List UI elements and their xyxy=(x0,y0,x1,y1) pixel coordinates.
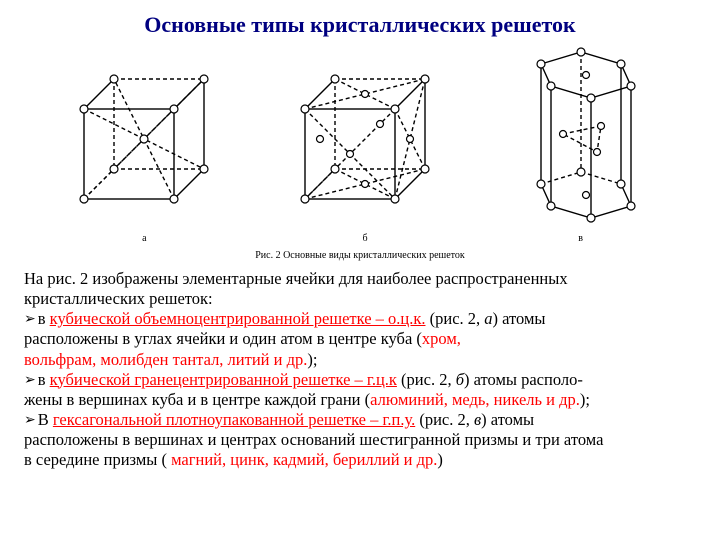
figure-v: в xyxy=(501,34,661,244)
body-text: На рис. 2 изображены элементарные ячейки… xyxy=(24,269,696,470)
bullet-3-line-3: в середине призмы ( магний, цинк, кадмий… xyxy=(24,450,696,470)
figure-a: а xyxy=(59,59,229,244)
figure-b: б xyxy=(280,59,450,244)
bullet-arrow-icon: ➢ xyxy=(24,412,36,429)
bullet-3-line-1: ➢ В гексагональной плотноупакованной реш… xyxy=(24,410,696,430)
intro-line-2: кристаллических решеток: xyxy=(24,289,696,309)
fcc-cube-svg xyxy=(280,59,450,229)
hcp-term: гексагональной плотноупакованной решетке… xyxy=(53,410,415,429)
bullet-2-line-2: жены в вершинах куба и в центре каждой г… xyxy=(24,390,696,410)
bullet-arrow-icon: ➢ xyxy=(24,311,36,328)
figure-caption: Рис. 2 Основные виды кристаллических реш… xyxy=(24,250,696,261)
figure-b-label: б xyxy=(362,233,367,244)
figure-a-label: а xyxy=(142,233,146,244)
bullet-3-line-2: расположены в вершинах и центрах основан… xyxy=(24,430,696,450)
bullet-arrow-icon: ➢ xyxy=(24,372,36,389)
fcc-term: кубической гранецентрированной решетке –… xyxy=(50,370,397,389)
bullet-1-line-3: вольфрам, молибден тантал, литий и др.); xyxy=(24,350,696,370)
hcp-prism-svg xyxy=(501,34,661,229)
bullet-2-line-1: ➢ в кубической гранецентрированной решет… xyxy=(24,370,696,390)
bcc-term: кубической объемноцентрированной решетке… xyxy=(50,309,426,328)
bullet-1-line-2: расположены в углах ячейки и один атом в… xyxy=(24,329,696,349)
figure-v-label: в xyxy=(578,233,583,244)
bullet-1-line-1: ➢ в кубической объемноцентрированной реш… xyxy=(24,309,696,329)
bcc-cube-svg xyxy=(59,59,229,229)
figures-row: а xyxy=(34,44,686,244)
slide-page: Основные типы кристаллических решеток xyxy=(0,0,720,470)
intro-line-1: На рис. 2 изображены элементарные ячейки… xyxy=(24,269,696,289)
